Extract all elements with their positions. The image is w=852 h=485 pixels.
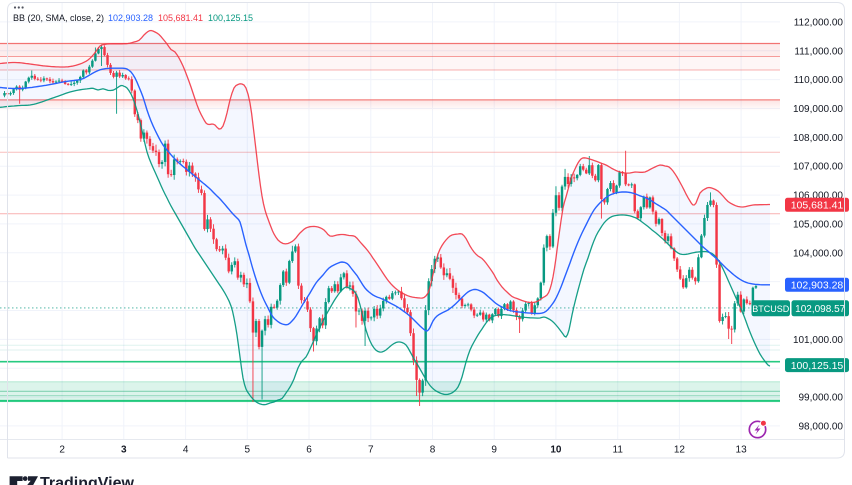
svg-text:2: 2 (59, 445, 65, 456)
svg-text:7: 7 (368, 445, 374, 456)
svg-text:13: 13 (736, 445, 748, 456)
svg-text:101,000.00: 101,000.00 (793, 335, 843, 346)
svg-text:102,903.28: 102,903.28 (791, 280, 844, 292)
svg-text:98,000.00: 98,000.00 (799, 421, 844, 432)
svg-text:104,000.00: 104,000.00 (793, 248, 843, 259)
svg-text:112,000.00: 112,000.00 (794, 17, 844, 28)
svg-text:100,125.15: 100,125.15 (791, 360, 844, 372)
svg-text:TradingView: TradingView (40, 475, 135, 485)
svg-text:5: 5 (245, 445, 251, 456)
svg-text:99,000.00: 99,000.00 (799, 393, 844, 404)
svg-text:108,000.00: 108,000.00 (793, 133, 843, 144)
svg-text:110,000.00: 110,000.00 (794, 75, 844, 86)
svg-text:10: 10 (550, 445, 562, 456)
svg-text:100,125.15: 100,125.15 (208, 13, 253, 23)
svg-text:BB (20, SMA, close, 2): BB (20, SMA, close, 2) (13, 13, 104, 23)
svg-text:9: 9 (491, 445, 497, 456)
svg-text:11: 11 (613, 445, 624, 456)
svg-text:12: 12 (674, 445, 686, 456)
svg-text:102,903.28: 102,903.28 (108, 13, 153, 23)
svg-text:109,000.00: 109,000.00 (793, 104, 843, 115)
svg-text:8: 8 (430, 445, 436, 456)
svg-text:BTCUSD: BTCUSD (752, 304, 790, 314)
svg-text:111,000.00: 111,000.00 (794, 46, 843, 57)
svg-text:107,000.00: 107,000.00 (793, 162, 843, 173)
svg-text:105,000.00: 105,000.00 (793, 219, 843, 230)
svg-text:102,098.57: 102,098.57 (795, 304, 845, 315)
svg-text:6: 6 (306, 445, 312, 456)
svg-text:3: 3 (121, 445, 127, 456)
svg-text:4: 4 (183, 445, 189, 456)
svg-text:106,000.00: 106,000.00 (793, 191, 843, 202)
svg-text:105,681.41: 105,681.41 (791, 200, 844, 212)
svg-text:105,681.41: 105,681.41 (158, 13, 203, 23)
